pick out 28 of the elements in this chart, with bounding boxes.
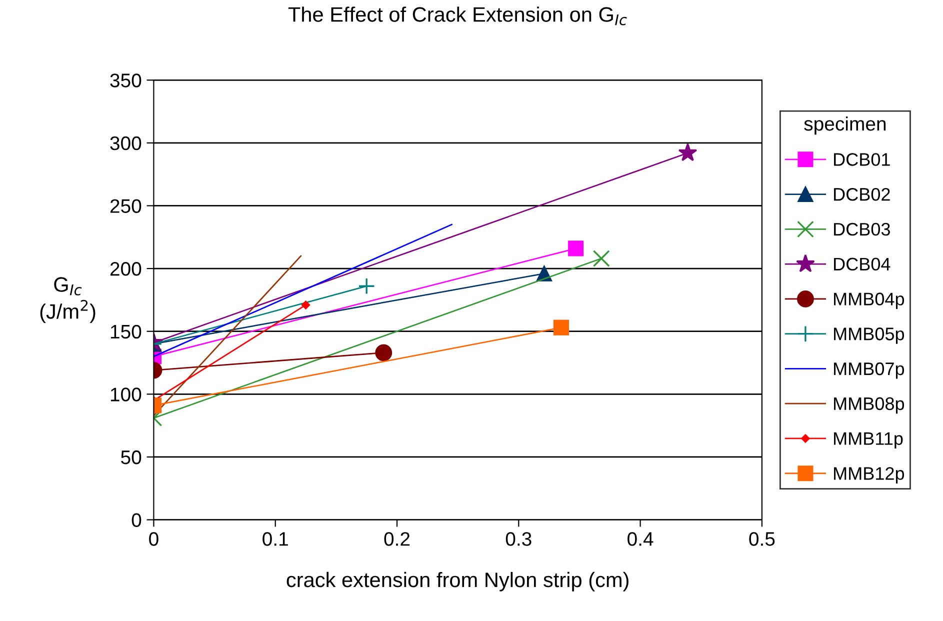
y-tick-label: 50 — [121, 450, 142, 464]
legend-label: MMB11p — [834, 432, 903, 449]
legend-label: MMB04p — [834, 292, 904, 310]
chart-title: The Effect of Crack Extension on G$_{Ic}$ — [288, 6, 627, 26]
legend-title: specimen — [804, 116, 886, 135]
x-tick-label: 0.5 — [749, 532, 775, 546]
y-tick-label: 350 — [110, 74, 142, 88]
x-tick-label: 0.4 — [628, 532, 654, 546]
x-tick-label: 0 — [149, 532, 158, 546]
legend-label: MMB05p — [834, 328, 904, 344]
legend-label: DCB03 — [834, 222, 890, 236]
legend-label: MMB08p — [834, 397, 904, 414]
x-tick-label: 0.3 — [506, 532, 532, 546]
x-tick-label: 0.2 — [384, 532, 410, 546]
legend-label: MMB12p — [834, 467, 904, 484]
y-tick-label: 100 — [110, 388, 142, 402]
y-tick-label: 0 — [132, 513, 142, 528]
y-tick-label: 150 — [110, 324, 142, 339]
y-tick-label: 200 — [110, 262, 142, 276]
y-axis-title: G$_{Ic}$ (J/m$^{2}$) — [40, 277, 96, 323]
legend-label: MMB07p — [834, 362, 904, 379]
x-tick-label: 0.1 — [262, 532, 288, 546]
legend-label: DCB04 — [834, 258, 890, 271]
y-tick-label: 250 — [110, 199, 142, 213]
y-tick-label: 300 — [110, 136, 142, 150]
legend-label: DCB02 — [834, 188, 890, 201]
legend-label: DCB01 — [834, 153, 890, 166]
x-axis-title: crack extension from Nylon strip (cm) — [286, 572, 628, 592]
